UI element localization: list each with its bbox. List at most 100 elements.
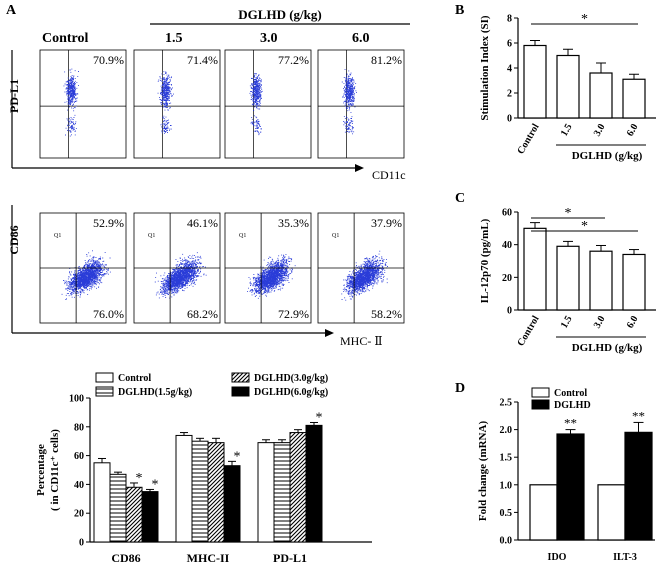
flow-plot-frame: [317, 49, 405, 159]
bar: [622, 78, 646, 119]
x-tick-label: 6.0: [625, 122, 641, 138]
flow-plot-row1-3: 81.2%: [317, 49, 405, 159]
flow-plot-row1-2: 77.2%: [224, 49, 312, 159]
bar: [257, 442, 275, 543]
x-tick-label: ILT-3: [613, 552, 637, 563]
x-tick-label: Control: [515, 122, 541, 156]
flow-percent-lower: 76.0%: [93, 307, 124, 321]
y-axis-label: IL-12p70 (pg/mL): [479, 218, 491, 303]
flow-plot-frame: [39, 49, 127, 159]
x-group-label: DGLHD (g/kg): [572, 150, 643, 162]
flow-row2-plots: Q1 52.9% 76.0% Q1 46.1% 68.2% Q1 35.3% 72.9% Q1 37…: [39, 212, 405, 324]
y-tick-label: 0.5: [500, 508, 513, 519]
flow-row1-ylabel: PD-L1: [7, 79, 21, 113]
chart-d-fold-change: 0.0 0.5 1.0 1.5 2.0 2.5 ** IDO ** ILT-3 Fold chang…: [477, 387, 655, 563]
quadrant-label: Q1: [54, 233, 61, 239]
flow-plot-row2-0: Q1 52.9% 76.0%: [39, 212, 127, 324]
bar: [597, 484, 626, 541]
significance-star: *: [565, 206, 572, 221]
y-tick-label: 0: [507, 114, 512, 125]
bar: [93, 462, 111, 543]
y-axis-label: Fold change (mRNA): [477, 421, 489, 522]
flow-plot-row2-2: Q1 35.3% 72.9%: [224, 212, 312, 324]
y-tick-label: 2: [507, 89, 512, 100]
y-tick-label: 0: [507, 306, 512, 317]
legend-swatch: [531, 399, 550, 410]
scatter-dots: [157, 71, 174, 111]
quadrant-label: Q1: [332, 233, 339, 239]
flow-plot-frame: [224, 49, 312, 159]
flow-plot-row1-1: 71.4%: [133, 49, 221, 159]
scatter-dots: [262, 254, 296, 292]
x-tick-label: PD-L1: [273, 551, 307, 565]
y-axis-label: Percentage: [35, 444, 47, 496]
y-tick-label: 8: [507, 14, 512, 25]
bar: [125, 486, 143, 543]
y-tick-label: 40: [74, 480, 84, 491]
panel-letter-d: D: [455, 381, 465, 396]
x-group-label: DGLHD (g/kg): [572, 342, 643, 354]
bar: [624, 431, 653, 541]
x-tick-label: 6.0: [625, 314, 641, 330]
bar: [556, 245, 580, 311]
flow-header: Control DGLHD (g/kg) 1.5 3.0 6.0: [42, 7, 410, 46]
bar: [175, 434, 193, 543]
flow-percent-upper: 46.1%: [187, 216, 218, 230]
column-label-6-0: 6.0: [352, 31, 370, 46]
scatter-dots: [63, 68, 79, 112]
significance-star: *: [581, 219, 588, 234]
y-tick-label: 100: [69, 394, 84, 405]
legend-swatch: [231, 386, 250, 397]
flow-percent-lower: 72.9%: [278, 307, 309, 321]
chart-a-percentage: 0 20 40 60 80 100 * * CD86 * MHC-II * PD-L1 Percentag…: [35, 372, 372, 565]
flow-row1-axes: PD-L1 CD11c: [7, 50, 406, 182]
flow-row1-xlabel: CD11c: [372, 168, 406, 182]
bar: [529, 484, 558, 541]
flow-row1-plots: 70.9% 71.4% 77.2% 81.2%: [39, 49, 405, 159]
bar: [556, 433, 585, 541]
bar: [141, 491, 159, 543]
x-tick-label: Control: [515, 314, 541, 348]
panel-letter-a: A: [6, 3, 17, 18]
scatter-dots: [65, 114, 77, 137]
y-axis-label: Stimulation Index (SI): [479, 15, 491, 120]
x-tick-label: 1.5: [559, 122, 575, 138]
flow-percent-upper: 52.9%: [93, 216, 124, 230]
column-label-3-0: 3.0: [260, 31, 278, 46]
flow-percent-row1: 77.2%: [278, 53, 309, 67]
scatter-dots: [173, 252, 207, 288]
bar: [289, 432, 307, 543]
flow-plot-frame: [133, 49, 221, 159]
chart-b-stimulation-index: 0 2 4 6 8 Control 1.5 3.0 6.0 DGLHD (g/kg) Stimula…: [479, 12, 656, 162]
legend-swatch: [95, 372, 114, 383]
column-label-control: Control: [42, 31, 89, 46]
legend-swatch: [231, 372, 250, 383]
scatter-dots: [160, 115, 172, 134]
bar: [523, 227, 547, 311]
scatter-dots: [343, 116, 355, 135]
significance-star: **: [564, 416, 577, 431]
flow-plot-row2-3: Q1 37.9% 58.2%: [317, 212, 405, 324]
legend-label: DGLHD(3.0g/kg): [254, 373, 328, 384]
bar: [523, 44, 547, 119]
significance-star: *: [136, 471, 143, 486]
flow-row2-xlabel: MHC- Ⅱ: [340, 334, 383, 348]
bar: [109, 473, 127, 543]
bar: [191, 440, 209, 543]
legend-label: DGLHD: [554, 400, 591, 411]
significance-star: *: [581, 12, 588, 27]
y-tick-label: 40: [502, 240, 512, 251]
legend-label: Control: [554, 388, 587, 399]
x-tick-label: IDO: [548, 552, 567, 563]
flow-percent-row1: 71.4%: [187, 53, 218, 67]
bar: [273, 442, 291, 543]
scatter-dots: [249, 73, 263, 111]
y-tick-label: 1.0: [500, 480, 513, 491]
legend-swatch: [95, 386, 114, 397]
x-tick-label: 3.0: [592, 314, 608, 330]
flow-percent-lower: 58.2%: [371, 307, 402, 321]
y-tick-label: 4: [507, 64, 512, 75]
bar: [207, 442, 225, 543]
y-tick-label: 0: [79, 538, 84, 549]
